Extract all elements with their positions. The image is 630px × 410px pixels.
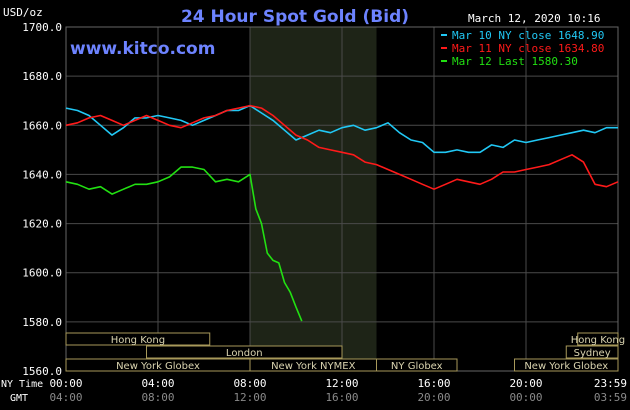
session-label-6: NY Globex: [391, 361, 443, 372]
x-tick-label-gmt-3: 16:00: [325, 391, 358, 404]
y-tick-label-2: 1660.0: [22, 119, 62, 132]
x-tick-label-ny-5: 20:00: [509, 377, 542, 390]
session-label-1: Hong Kong: [571, 335, 625, 346]
ny-time-caption: NY Time: [1, 379, 43, 390]
y-tick-label-0: 1700.0: [22, 21, 62, 34]
session-label-4: New York Globex: [116, 361, 200, 372]
session-label-2: London: [226, 348, 263, 359]
session-label-3: Sydney: [574, 348, 611, 359]
gmt-caption: GMT: [10, 393, 28, 404]
x-tick-label-gmt-1: 08:00: [141, 391, 174, 404]
y-tick-labels: 1700.0 1680.0 1660.0 1640.0 1620.0 1600.0 1580…: [22, 21, 62, 378]
x-tick-label-ny-6: 23:59: [594, 377, 627, 390]
x-tick-labels: 00:0004:0004:0008:0008:0012:0012:0016:00…: [49, 377, 627, 404]
legend: Mar 10 NY close 1648.90 Mar 11 NY close …: [441, 29, 604, 68]
legend-entry-mar12: Mar 12 Last 1580.30: [452, 55, 578, 68]
x-tick-label-ny-4: 16:00: [417, 377, 450, 390]
series-line-1: [65, 104, 619, 190]
x-tick-label-gmt-2: 12:00: [233, 391, 266, 404]
legend-entry-mar11: Mar 11 NY close 1634.80: [452, 42, 604, 55]
y-tick-label-7: 1560.0: [22, 365, 62, 378]
x-tick-label-ny-0: 00:00: [49, 377, 82, 390]
session-box-2: [146, 345, 343, 359]
nymex-highlight-band: [250, 27, 377, 371]
session-box-1: [577, 332, 619, 346]
session-box-7: [514, 358, 619, 372]
x-tick-label-gmt-6: 03:59: [594, 391, 627, 404]
x-tick-label-gmt-4: 20:00: [417, 391, 450, 404]
x-tick-label-ny-2: 08:00: [233, 377, 266, 390]
sessions-layer: Hong Kong Hong Kong London Sydney New York G…: [65, 332, 625, 372]
series-line-2: [65, 166, 303, 322]
y-tick-label-4: 1620.0: [22, 218, 62, 231]
timestamp-label: March 12, 2020 10:16: [468, 12, 600, 25]
legend-swatch-mar12: [441, 60, 447, 62]
series-line-0: [65, 104, 618, 154]
session-label-7: New York Globex: [524, 361, 608, 372]
legend-swatch-mar10: [441, 34, 447, 36]
y-axis-units-label: USD/oz: [3, 6, 43, 19]
website-label: www.kitco.com: [70, 39, 215, 59]
nymex-highlight-layer: [250, 27, 377, 371]
session-label-5: New York NYMEX: [271, 361, 356, 372]
x-tick-label-gmt-5: 00:00: [509, 391, 542, 404]
y-tick-label-3: 1640.0: [22, 168, 62, 181]
session-box-3: [565, 345, 619, 359]
y-tick-label-1: 1680.0: [22, 70, 62, 83]
y-tick-label-6: 1580.0: [22, 316, 62, 329]
y-tick-label-5: 1600.0: [22, 267, 62, 280]
legend-entry-mar10: Mar 10 NY close 1648.90: [452, 29, 604, 42]
session-box-0: [65, 332, 211, 346]
x-tick-label-ny-3: 12:00: [325, 377, 358, 390]
x-tick-label-ny-1: 04:00: [141, 377, 174, 390]
series-layer: [65, 104, 619, 322]
session-box-6: [376, 358, 458, 372]
chart-title: 24 Hour Spot Gold (Bid): [181, 7, 409, 27]
legend-swatch-mar11: [441, 47, 447, 49]
session-label-0: Hong Kong: [111, 335, 165, 346]
x-tick-label-gmt-0: 04:00: [49, 391, 82, 404]
